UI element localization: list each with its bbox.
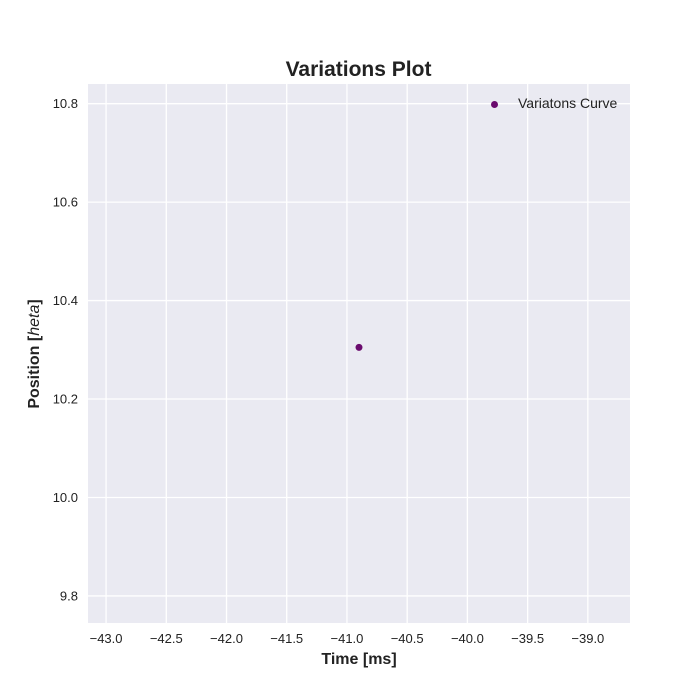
x-tick-label: −41.5 (270, 631, 303, 646)
x-tick-label: −40.5 (391, 631, 424, 646)
legend-entry-label: Variatons Curve (518, 95, 618, 111)
y-tick-label: 10.2 (53, 392, 78, 407)
grid-lines (88, 84, 630, 623)
y-axis-label: Position [heta] (26, 299, 43, 408)
plot-area (88, 84, 630, 623)
y-tick-label: 10.0 (53, 490, 78, 505)
x-tick-label: −41.0 (331, 631, 364, 646)
y-tick-label: 10.8 (53, 96, 78, 111)
y-tick-label: 10.4 (53, 293, 78, 308)
legend: Variatons Curve (491, 95, 618, 111)
scatter-points (355, 343, 363, 351)
y-axis-label-prefix: Position [ (26, 335, 43, 409)
x-axis-label: Time [ms] (321, 651, 396, 668)
chart-title: Variations Plot (286, 58, 432, 81)
x-tick-label: −42.0 (210, 631, 243, 646)
x-tick-label: −39.0 (571, 631, 604, 646)
y-tick-label: 9.8 (60, 588, 78, 603)
scatter-point (355, 343, 363, 351)
y-tick-label: 10.6 (53, 195, 78, 210)
legend-marker (491, 101, 498, 108)
x-axis-ticks: −43.0 −42.5 −42.0 −41.5 −41.0 −40.5 −40.0 −39.5… (90, 631, 605, 646)
y-axis-ticks: 9.8 10.0 10.2 10.4 10.6 10.8 (53, 96, 78, 603)
x-tick-label: −43.0 (90, 631, 123, 646)
x-tick-label: −40.0 (451, 631, 484, 646)
y-axis-label-math: heta (26, 305, 43, 336)
x-tick-label: −42.5 (150, 631, 183, 646)
y-axis-label-suffix: ] (26, 299, 43, 304)
x-tick-label: −39.5 (511, 631, 544, 646)
